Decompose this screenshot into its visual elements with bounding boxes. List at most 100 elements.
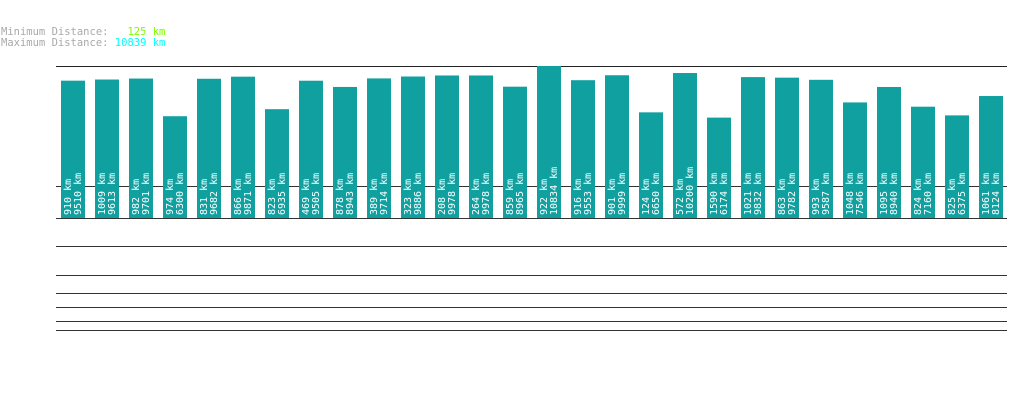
bar-group: 866 km 9871 km xyxy=(231,76,255,219)
bar xyxy=(95,79,119,218)
bar-max-label: 9978 km xyxy=(481,173,492,215)
bar xyxy=(945,115,969,218)
bar xyxy=(163,116,187,218)
bar-min-label: 878 km xyxy=(335,179,346,215)
bar-max-label: 9782 km xyxy=(787,173,798,215)
bar xyxy=(435,75,459,218)
bar-max-label: 9505 km xyxy=(311,173,322,215)
bar xyxy=(367,78,391,218)
bar-min-label: 922 km xyxy=(539,179,550,215)
legend-minimum: Minimum Distance: 125 km xyxy=(1,26,165,38)
legend-max-label: Maximum Distance: xyxy=(1,37,109,49)
bar-group: 1590 km 6174 km xyxy=(707,117,731,218)
bar-group: 910 km 9510 km xyxy=(61,80,85,218)
bar-min-label: 831 km xyxy=(199,179,210,215)
legend-min-label: Minimum Distance: xyxy=(1,26,109,38)
bar-max-label: 9587 km xyxy=(821,173,832,215)
bar-group: 1021 km 9832 km xyxy=(741,77,765,219)
bar-min-label: 264 km xyxy=(471,179,482,215)
bar-max-label: 7160 km xyxy=(923,173,934,215)
bar-min-label: 469 km xyxy=(301,179,312,215)
bar xyxy=(333,86,357,218)
bar-min-label: 901 km xyxy=(607,179,618,215)
bar xyxy=(197,78,221,218)
bar-max-label: 8940 km xyxy=(889,173,900,215)
bar-max-label: 9613 km xyxy=(107,173,118,215)
bar-min-label: 974 km xyxy=(165,179,176,215)
bar-min-label: 1021 km xyxy=(743,173,754,215)
legend-maximum: Maximum Distance: 10839 km xyxy=(1,37,165,49)
bar-group: 901 km 9999 km xyxy=(605,75,629,219)
bar-max-label: 9886 km xyxy=(413,173,424,215)
bar xyxy=(571,80,595,219)
bar-max-label: 9999 km xyxy=(617,173,628,215)
bar-min-label: 1590 km xyxy=(709,173,720,215)
bar-max-label: 7546 km xyxy=(855,173,866,215)
bar-min-label: 1061 km xyxy=(981,173,992,215)
bar xyxy=(503,86,527,218)
bar-group: 863 km 9782 km xyxy=(775,77,799,218)
bar-group: 124 km 6650 km xyxy=(639,112,663,218)
bar-group: 264 km 9978 km xyxy=(469,75,493,218)
bar xyxy=(61,80,85,218)
bar-group: 469 km 9505 km xyxy=(299,80,323,218)
bar-max-label: 6375 km xyxy=(957,173,968,215)
bar xyxy=(639,112,663,218)
bar xyxy=(775,77,799,218)
bar-group: 993 km 9587 km xyxy=(809,79,833,218)
bar-group: 1048 km 7546 km xyxy=(843,102,867,218)
bar xyxy=(299,80,323,218)
bar-group: 323 km 9886 km xyxy=(401,76,425,218)
bar-min-label: 824 km xyxy=(913,179,924,215)
bar xyxy=(605,75,629,219)
bar xyxy=(469,75,493,218)
bar xyxy=(129,78,153,219)
bar-group: 1095 km 8940 km xyxy=(877,86,901,219)
bar-group: 1009 km 9613 km xyxy=(95,79,119,218)
bar-max-label: 9978 km xyxy=(447,173,458,215)
bar-min-label: 982 km xyxy=(131,179,142,215)
bar-min-label: 916 km xyxy=(573,179,584,215)
bar-min-label: 993 km xyxy=(811,179,822,215)
bar-group: 974 km 6300 km xyxy=(163,116,187,218)
bar-group: 982 km 9701 km xyxy=(129,78,153,219)
bar xyxy=(401,76,425,218)
bar-min-label: 910 km xyxy=(63,179,74,215)
legend-max-value: 10839 km xyxy=(114,37,166,49)
grid-lines xyxy=(56,66,1007,331)
bar-min-label: 389 km xyxy=(369,179,380,215)
bar-group: 389 km 9714 km xyxy=(367,78,391,218)
bar-group: 922 km 10834 km xyxy=(537,66,561,218)
bar-group: 208 km 9978 km xyxy=(435,75,459,218)
bar-max-label: 9714 km xyxy=(379,173,390,215)
bar-max-label: 9701 km xyxy=(141,173,152,215)
bar-min-label: 208 km xyxy=(437,179,448,215)
bar xyxy=(231,76,255,219)
bar-max-label: 9682 km xyxy=(209,173,220,215)
bar xyxy=(877,86,901,219)
bar-min-label: 859 km xyxy=(505,179,516,215)
bar-group: 824 km 7160 km xyxy=(911,106,935,218)
bar-max-label: 8965 km xyxy=(515,173,526,215)
bar xyxy=(979,96,1003,218)
bar-min-label: 825 km xyxy=(947,179,958,215)
bar-min-label: 863 km xyxy=(777,179,788,215)
bar xyxy=(707,117,731,218)
bar-max-label: 10200 km xyxy=(685,167,696,215)
bar xyxy=(809,79,833,218)
bar xyxy=(265,109,289,218)
bar xyxy=(911,106,935,218)
bar-min-label: 1009 km xyxy=(97,173,108,215)
bar-min-label: 1095 km xyxy=(879,173,890,215)
bar xyxy=(741,77,765,219)
bar-group: 878 km 8943 km xyxy=(333,86,357,218)
bar-group: 916 km 9553 km xyxy=(571,80,595,219)
bar-max-label: 6174 km xyxy=(719,173,730,215)
bar-max-label: 9871 km xyxy=(243,173,254,215)
bar-group: 572 km 10200 km xyxy=(673,73,697,218)
bar xyxy=(843,102,867,218)
bar-group: 1061 km 8124 km xyxy=(979,96,1003,218)
bar xyxy=(673,73,697,218)
bar-group: 859 km 8965 km xyxy=(503,86,527,218)
